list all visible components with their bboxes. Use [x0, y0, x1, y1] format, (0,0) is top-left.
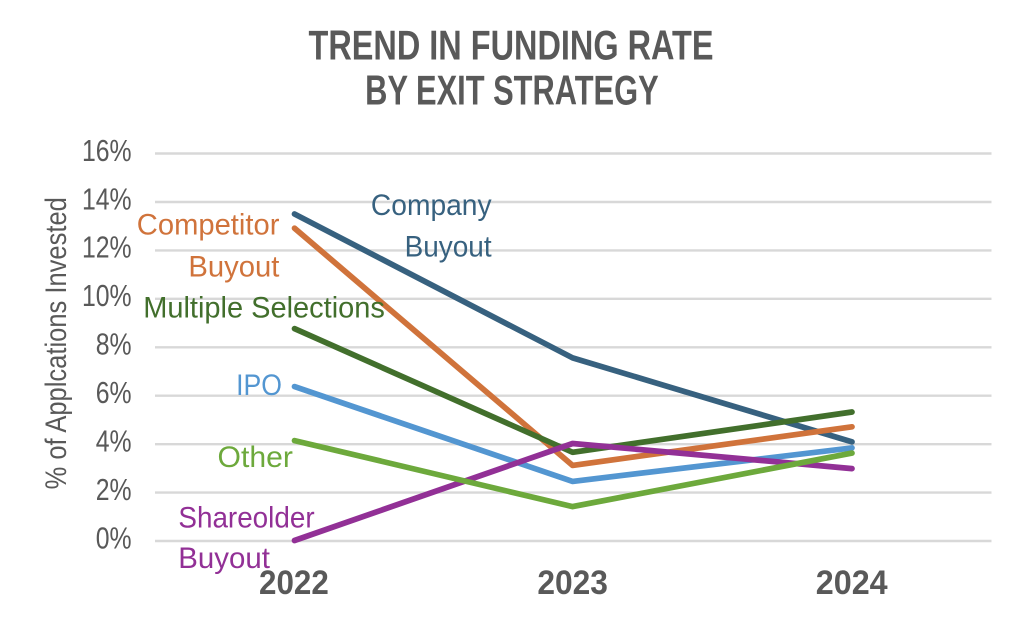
svg-text:Buyout: Buyout [405, 231, 492, 264]
svg-text:Competitor: Competitor [137, 208, 280, 241]
svg-text:8%: 8% [96, 327, 132, 361]
svg-text:Multiple Selections: Multiple Selections [143, 291, 385, 325]
svg-text:10%: 10% [82, 278, 132, 312]
svg-text:Other: Other [218, 441, 293, 474]
svg-text:TREND IN FUNDING RATE: TREND IN FUNDING RATE [308, 22, 713, 69]
svg-text:2%: 2% [96, 472, 132, 506]
svg-text:16%: 16% [82, 133, 132, 167]
svg-text:14%: 14% [82, 182, 132, 216]
svg-text:6%: 6% [96, 375, 132, 409]
svg-text:Company: Company [371, 189, 492, 222]
svg-text:IPO: IPO [236, 368, 282, 402]
svg-text:2024: 2024 [816, 564, 888, 602]
svg-text:2022: 2022 [259, 563, 329, 601]
svg-text:Shareolder: Shareolder [178, 501, 315, 534]
svg-text:4%: 4% [96, 424, 132, 458]
svg-text:0%: 0% [96, 521, 132, 555]
svg-text:Buyout: Buyout [188, 250, 280, 283]
svg-text:Buyout: Buyout [178, 542, 270, 575]
svg-text:BY EXIT STRATEGY: BY EXIT STRATEGY [365, 67, 658, 114]
svg-text:% of Applcations Invested: % of Applcations Invested [39, 197, 72, 489]
svg-text:12%: 12% [82, 230, 132, 264]
svg-text:2023: 2023 [537, 563, 608, 601]
